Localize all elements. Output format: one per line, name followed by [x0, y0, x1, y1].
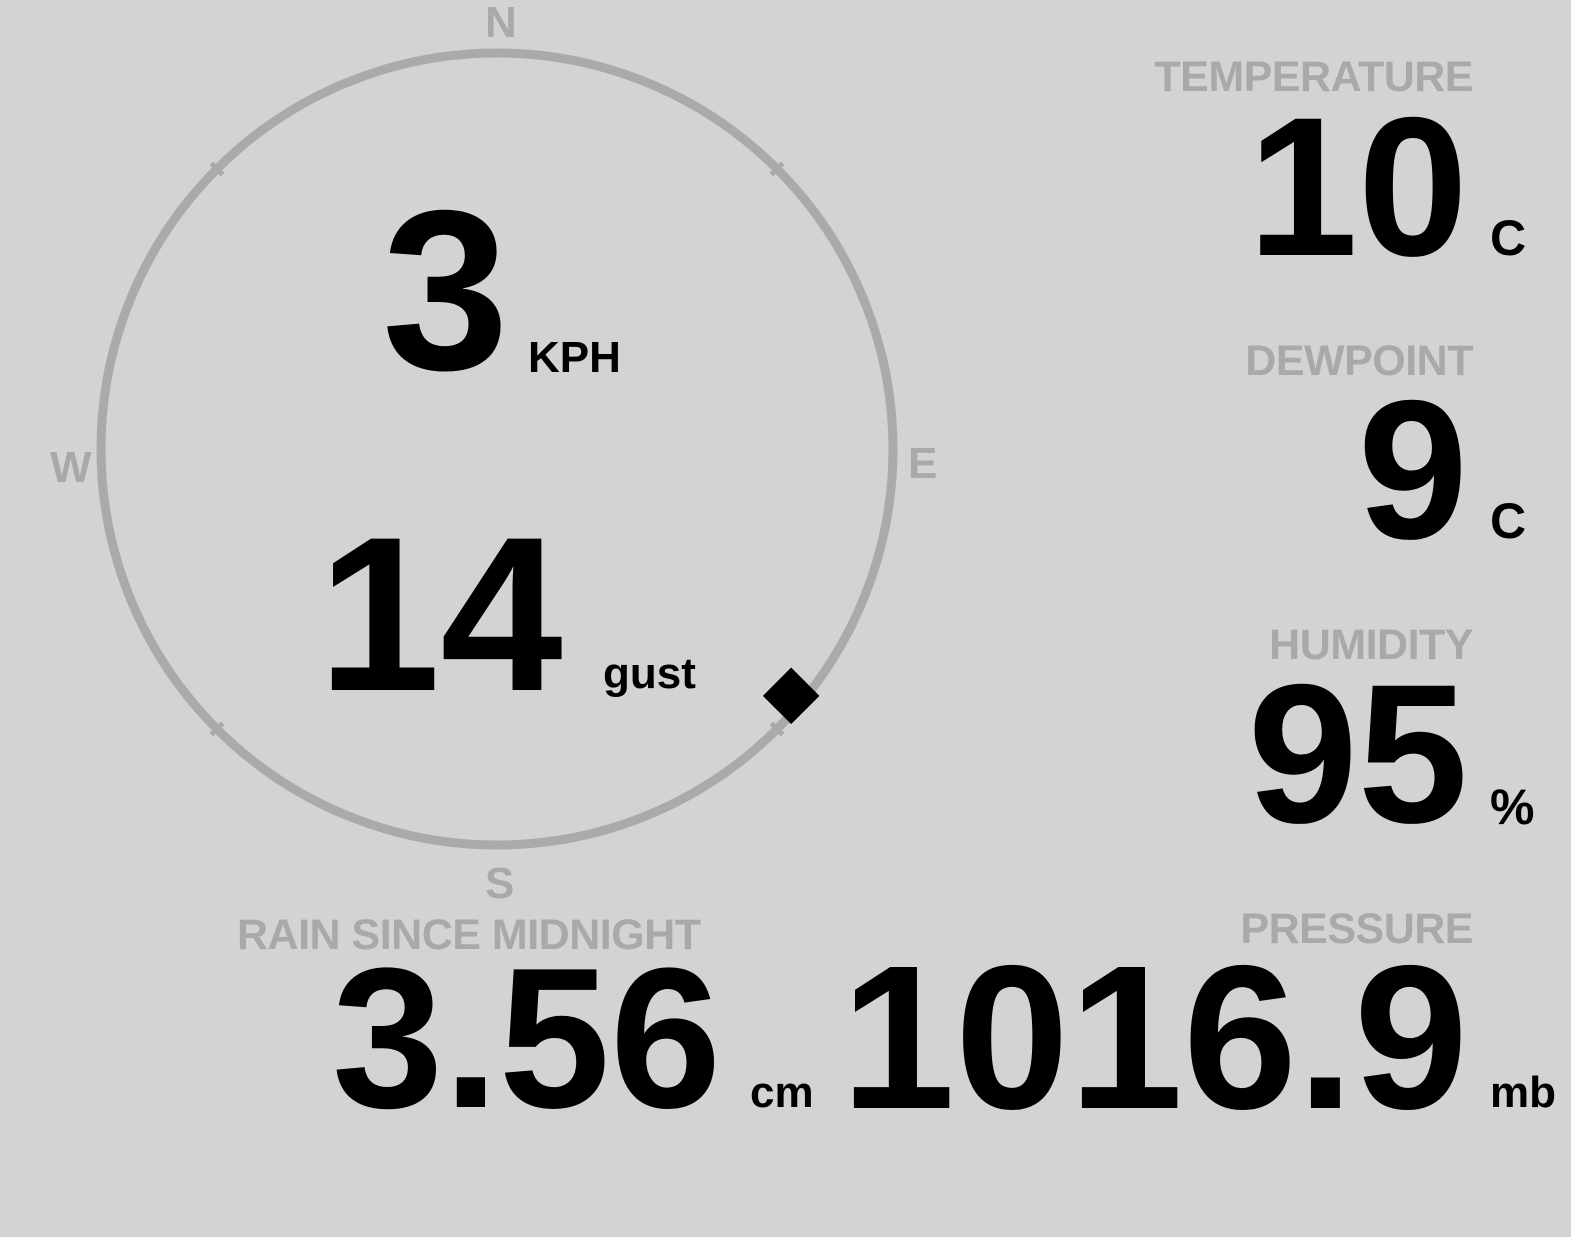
dewpoint-label: DEWPOINT — [1245, 337, 1473, 385]
wind-direction-pointer — [762, 667, 820, 725]
compass-tick — [209, 721, 225, 737]
compass-south-label: S — [485, 859, 515, 908]
humidity-unit: % — [1490, 779, 1535, 835]
pressure-unit: mb — [1490, 1068, 1556, 1117]
pressure-value: 1016.9 — [840, 923, 1468, 1152]
temperature-label: TEMPERATURE — [1154, 53, 1473, 101]
compass-tick — [769, 721, 785, 737]
humidity-label: HUMIDITY — [1269, 621, 1473, 669]
humidity-value: 95 — [1247, 643, 1468, 864]
dewpoint-unit: C — [1490, 493, 1527, 549]
compass-ring — [96, 48, 898, 850]
wind-speed-unit: KPH — [528, 333, 621, 382]
wind-gust-label: gust — [603, 649, 696, 698]
rain-unit: cm — [750, 1068, 814, 1117]
wind-speed-value: 3 — [382, 164, 509, 418]
compass-east-label: E — [908, 439, 938, 488]
pressure-label: PRESSURE — [1240, 905, 1473, 953]
wind-gust-value: 14 — [318, 491, 563, 737]
compass-tick — [209, 161, 225, 177]
rain-label: RAIN SINCE MIDNIGHT — [237, 911, 701, 959]
compass-west-label: W — [50, 443, 92, 492]
temperature-unit: C — [1490, 210, 1527, 266]
compass-north-label: N — [485, 0, 517, 47]
rain-value: 3.56 — [332, 927, 722, 1150]
dewpoint-value: 9 — [1357, 359, 1468, 580]
compass-tick — [769, 161, 785, 177]
temperature-value: 10 — [1247, 76, 1468, 297]
